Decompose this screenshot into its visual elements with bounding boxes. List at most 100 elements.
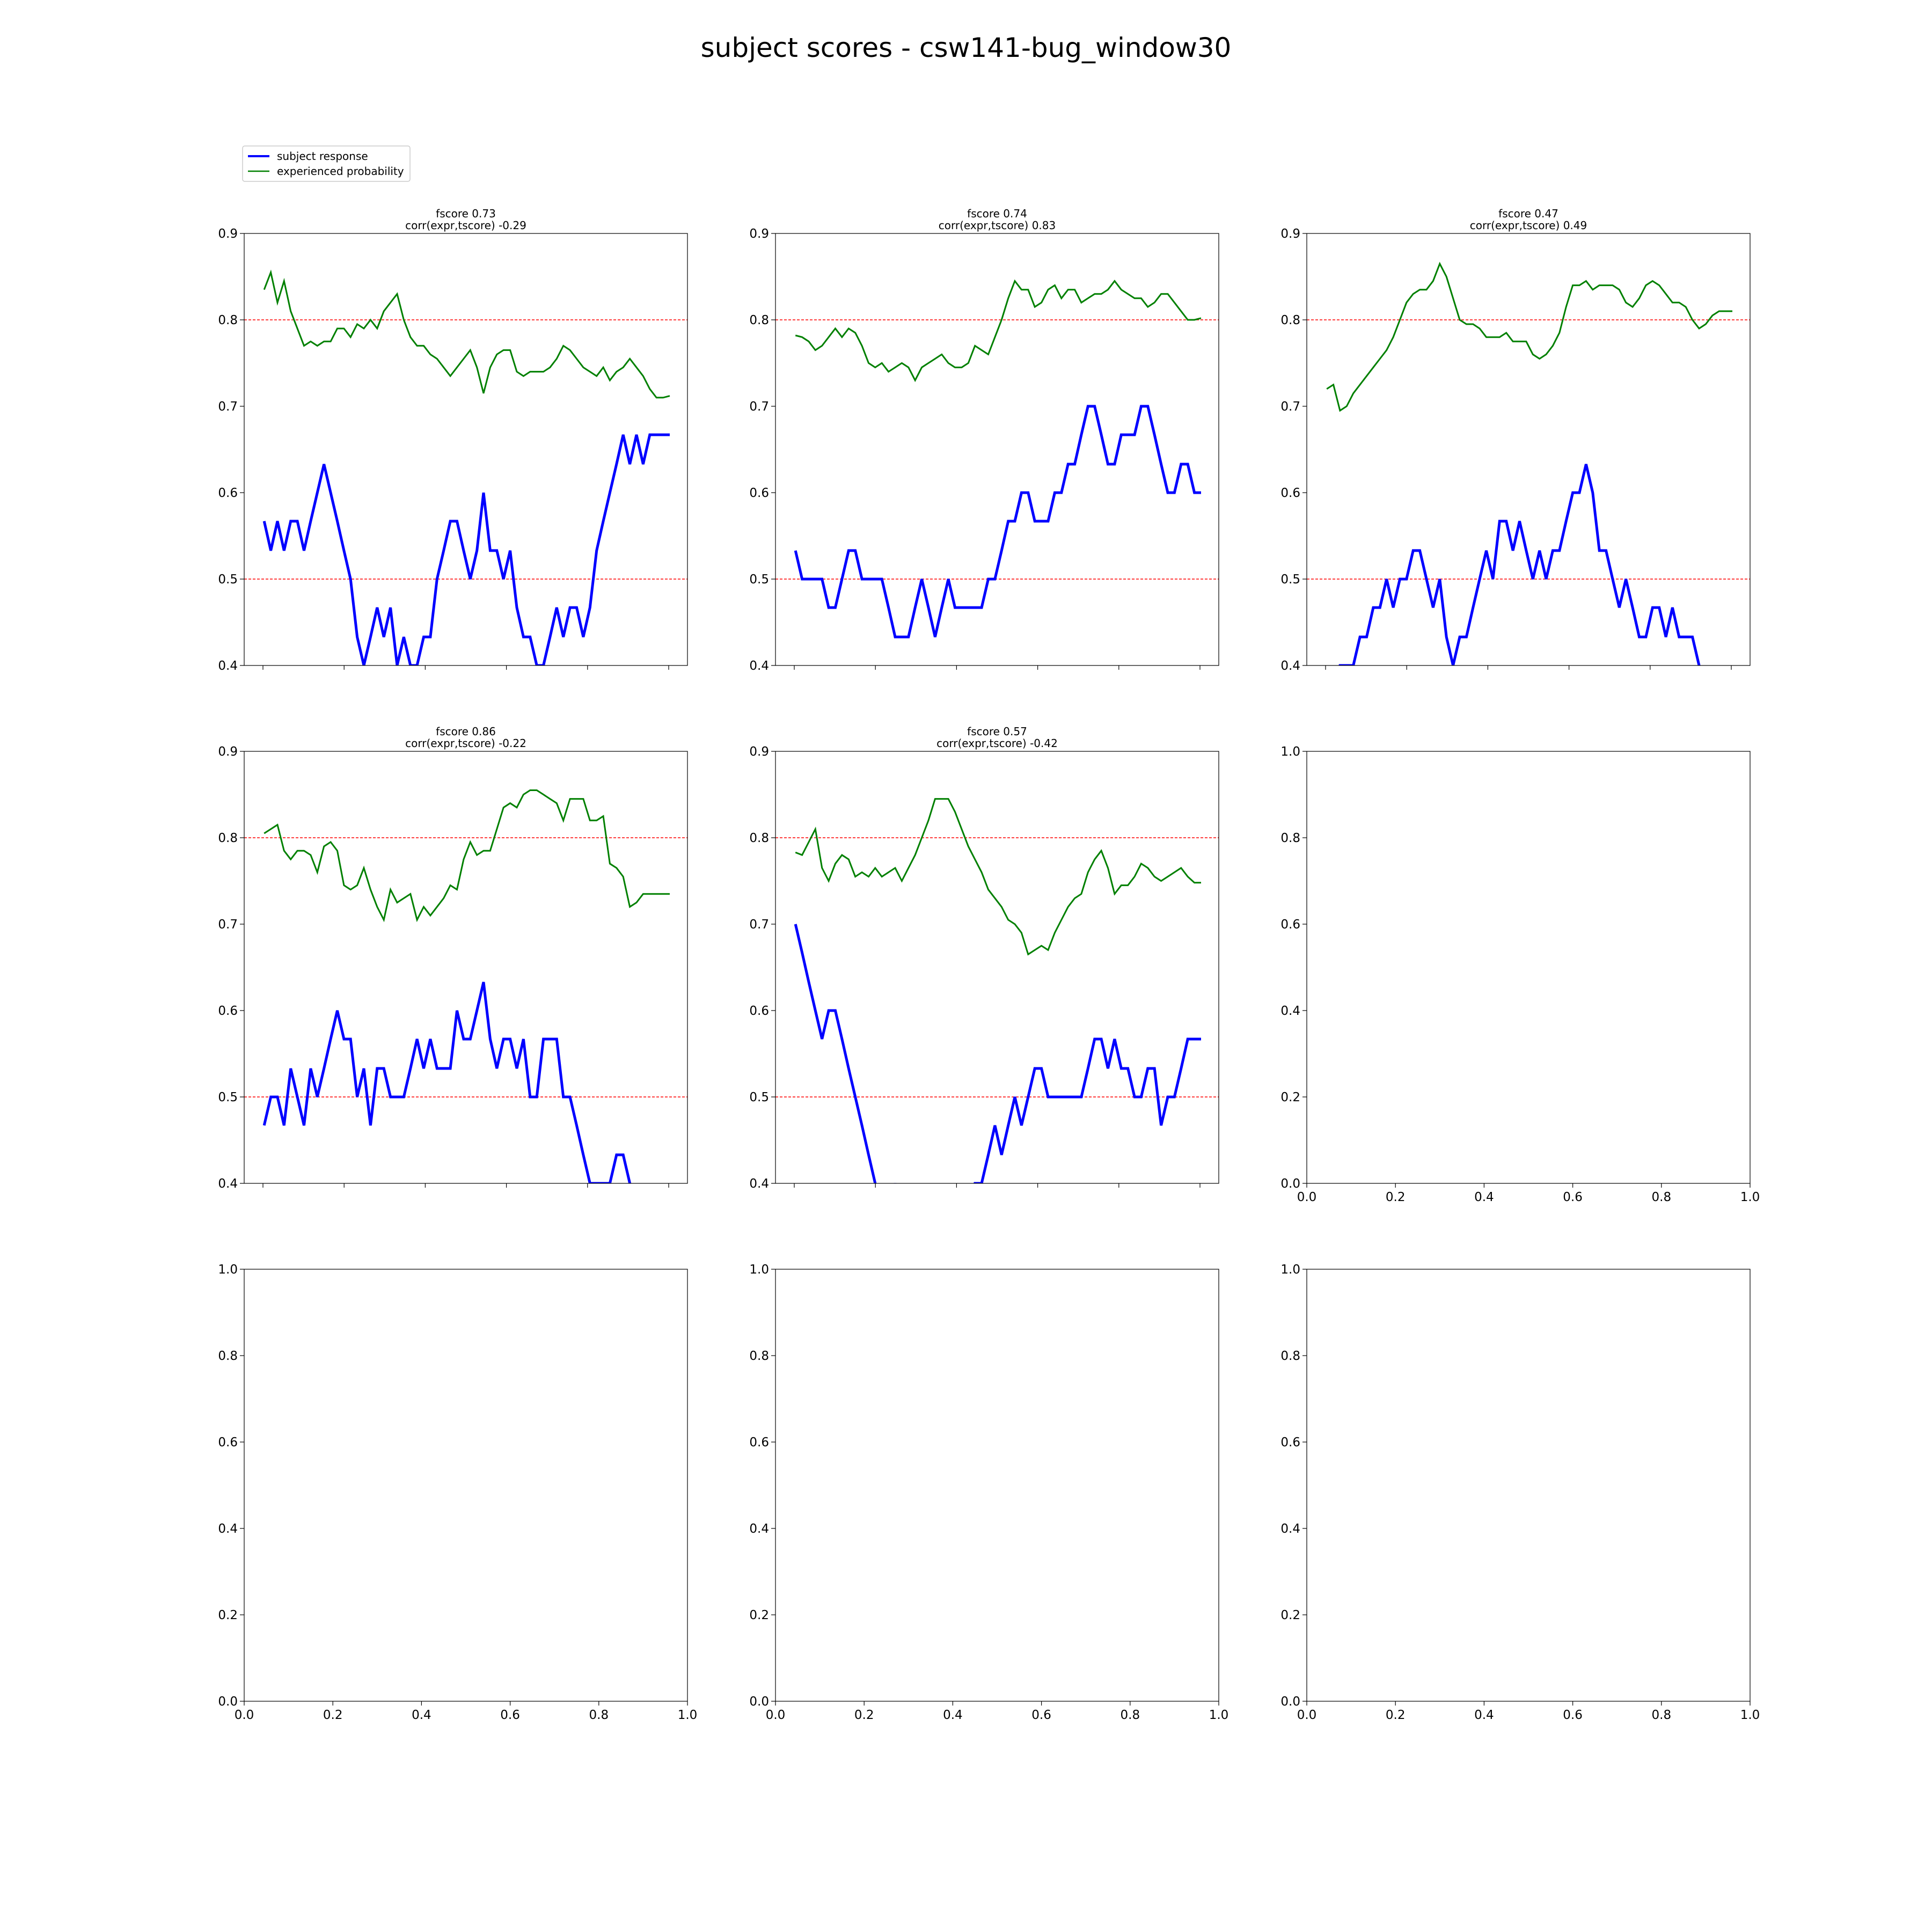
y-tick-label: 0.2 [1280,1608,1300,1622]
y-tick-label: 1.0 [218,1263,238,1277]
subplot-subtitle: corr(expr,tscore) -0.29 [405,219,526,232]
y-tick-label: 0.9 [218,745,238,759]
x-tick-label: 0.4 [1474,1708,1494,1722]
subplot-title: fscore 0.73 [436,207,496,220]
x-tick-label: 0.6 [500,1708,520,1722]
axes-frame [1306,1269,1751,1702]
subplot-subtitle: corr(expr,tscore) 0.83 [939,219,1056,232]
y-tick-label: 0.4 [1280,1522,1300,1536]
legend-box [242,145,411,182]
axes-frame [1306,233,1751,666]
y-tick-label: 0.8 [218,1349,238,1363]
axes-frame [775,751,1219,1184]
y-tick-label: 0.9 [749,745,769,759]
series-line-experienced-probability [795,279,1202,382]
x-tick-label: 0.8 [589,1708,609,1722]
y-tick-label: 0.5 [218,573,238,587]
y-tick-label: 1.0 [1280,745,1300,759]
series-line-experienced-probability [795,798,1201,956]
y-tick-label: 0.6 [218,486,238,500]
series-line-subject-response [794,405,1201,639]
x-tick-label: 0.0 [1297,1708,1317,1722]
y-tick-label: 0.8 [1280,313,1300,327]
x-tick-label: 0.6 [1563,1190,1583,1204]
x-tick-label: 0.2 [323,1708,343,1722]
x-tick-label: 0.0 [766,1708,786,1722]
y-tick-label: 0.8 [749,831,769,845]
y-tick-label: 0.0 [749,1695,769,1709]
y-tick-label: 0.6 [218,1004,238,1018]
y-tick-label: 0.4 [749,1177,769,1191]
x-tick-label: 1.0 [678,1708,698,1722]
y-tick-label: 0.4 [1280,1004,1300,1018]
y-tick-label: 0.5 [218,1091,238,1104]
x-tick-label: 0.6 [1031,1708,1051,1722]
y-tick-label: 0.6 [218,1436,238,1450]
y-tick-label: 0.9 [1280,227,1300,241]
subplot-r3c1: 0.0 0.2 0.4 0.6 0.8 1.0 0.0 0.2 0.4 0.6 0.8 1.0 [218,1263,697,1722]
axes-frame [775,1269,1219,1702]
y-tick-label: 0.9 [218,227,238,241]
x-tick-label: 1.0 [1740,1708,1760,1722]
x-tick-label: 0.4 [1474,1190,1494,1204]
x-tick-label: 0.4 [943,1708,963,1722]
subplot-title: fscore 0.74 [967,207,1027,220]
series-line-subject-response [262,433,670,665]
subplot-subtitle: corr(expr,tscore) -0.22 [405,737,526,750]
y-tick-label: 0.6 [749,1436,769,1450]
y-tick-label: 0.2 [749,1608,769,1622]
series-line-subject-response [262,982,632,1183]
y-tick-label: 0.8 [1280,1349,1300,1363]
subplot-r1c2: 0.4 0.5 0.6 0.7 0.8 0.9 fscore 0.74corr(expr,t… [749,207,1219,673]
y-tick-label: 1.0 [1280,1263,1300,1277]
subplot-r2c3: 0.0 0.2 0.4 0.6 0.8 1.0 0.0 0.2 0.4 0.6 0.8 1.0 [1280,745,1760,1204]
y-tick-label: 0.8 [749,1349,769,1363]
x-tick-label: 0.8 [1652,1708,1672,1722]
axes-frame [244,233,688,666]
subplot-r1c3: 0.4 0.5 0.6 0.7 0.8 0.9 fscore 0.47corr(expr,t… [1280,207,1751,673]
x-tick-label: 0.8 [1652,1190,1672,1204]
axes-frame [244,1269,688,1702]
legend-label: subject response [277,150,368,163]
axes-frame [1306,751,1751,1184]
y-tick-label: 0.7 [218,400,238,414]
y-tick-label: 0.8 [218,831,238,845]
subplot-r2c1: 0.4 0.5 0.6 0.7 0.8 0.9 fscore 0.86corr(expr,t… [218,725,688,1191]
y-tick-label: 0.7 [749,400,769,414]
subplot-subtitle: corr(expr,tscore) -0.42 [936,737,1058,750]
legend-label: experienced probability [277,165,404,178]
series-line-subject-response [1338,464,1701,665]
y-tick-label: 0.6 [1280,486,1300,500]
y-tick-label: 0.8 [749,313,769,327]
y-tick-label: 1.0 [749,1263,769,1277]
y-tick-label: 0.9 [749,227,769,241]
x-tick-label: 0.4 [412,1708,431,1722]
y-tick-label: 0.6 [1280,1436,1300,1450]
axes-frame [775,233,1219,666]
x-tick-label: 0.2 [854,1708,874,1722]
figure-title: subject scores - csw141-bug_window30 [700,32,1232,63]
y-tick-label: 0.0 [1280,1695,1300,1709]
y-tick-label: 0.0 [218,1695,238,1709]
series-line-experienced-probability [264,789,670,923]
subplot-r2c2: 0.4 0.5 0.6 0.7 0.8 0.9 fscore 0.57corr(expr,t… [749,725,1219,1191]
y-tick-label: 0.4 [218,1522,238,1536]
y-tick-label: 0.4 [218,1177,238,1191]
x-tick-label: 0.0 [1297,1190,1317,1204]
y-tick-label: 0.4 [1280,659,1300,673]
subplot-r3c2: 0.0 0.2 0.4 0.6 0.8 1.0 0.0 0.2 0.4 0.6 0.8 1.0 [749,1263,1228,1722]
y-tick-label: 0.7 [749,918,769,932]
y-tick-label: 0.4 [218,659,238,673]
y-tick-label: 0.6 [749,1004,769,1018]
y-tick-label: 0.2 [1280,1091,1300,1104]
y-tick-label: 0.8 [218,313,238,327]
y-tick-label: 0.6 [749,486,769,500]
x-tick-label: 0.6 [1563,1708,1583,1722]
series-line-experienced-probability [1326,261,1732,412]
x-tick-label: 1.0 [1209,1708,1229,1722]
y-tick-label: 0.5 [749,573,769,587]
y-tick-label: 0.2 [218,1608,238,1622]
y-tick-label: 0.6 [1280,918,1300,932]
